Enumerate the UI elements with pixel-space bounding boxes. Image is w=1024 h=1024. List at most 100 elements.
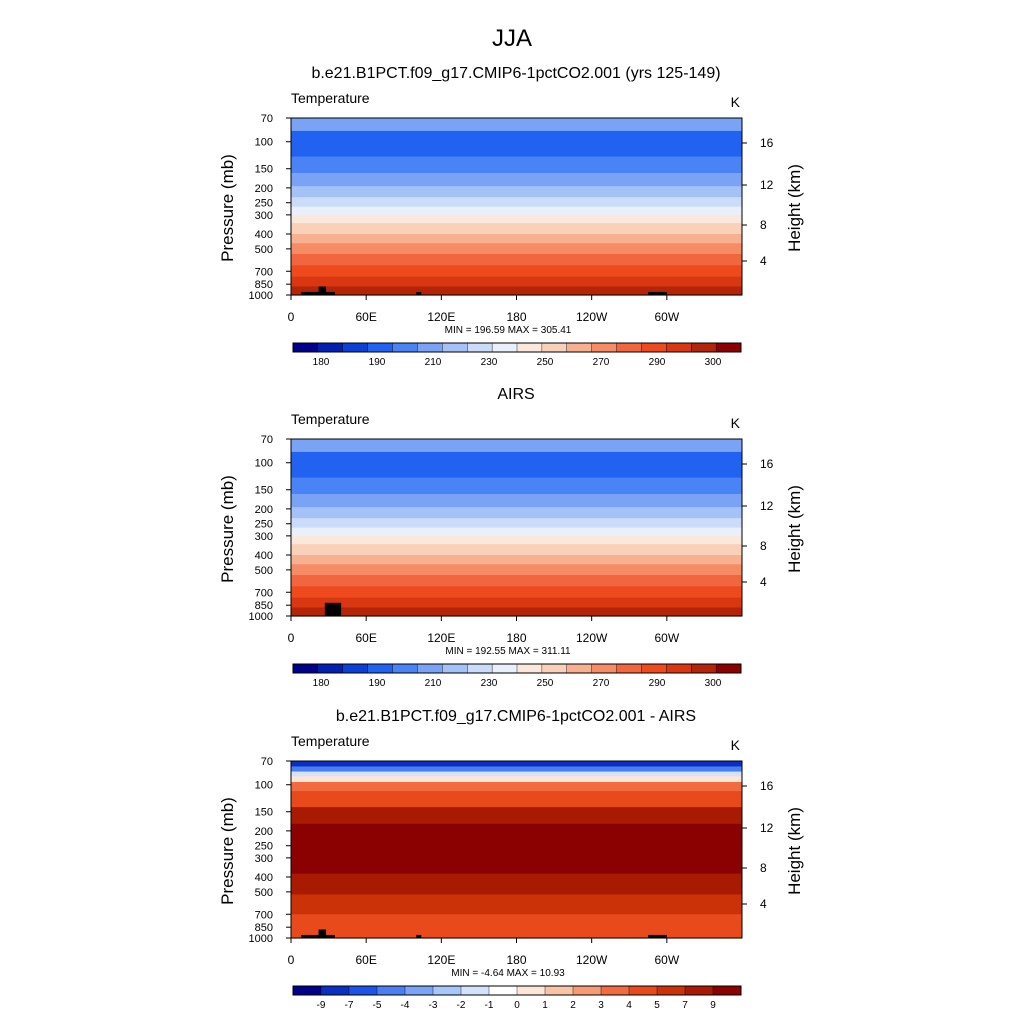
colorbar-label: 7 <box>682 1000 688 1011</box>
colorbar-swatch <box>591 342 618 353</box>
colorbar-swatch <box>616 663 642 674</box>
contour-band <box>291 823 742 875</box>
x-tick-label: 0 <box>288 310 295 324</box>
colorbar-swatch <box>467 663 493 674</box>
colorbar-label: -1 <box>485 1000 494 1011</box>
colorbar-swatch <box>600 985 630 996</box>
figure-title: JJA <box>492 25 532 52</box>
y-tick-label: 700 <box>255 909 273 921</box>
contour-band <box>291 130 742 158</box>
colorbar-label: 210 <box>425 678 442 689</box>
contour-band <box>291 439 742 453</box>
colorbar-swatch <box>376 985 406 996</box>
y-tick-label: 100 <box>255 780 273 792</box>
panel-left-label: Temperature <box>291 90 370 106</box>
colorbar-label: 2 <box>570 1000 576 1011</box>
contour-band <box>291 118 742 132</box>
panel-3: b.e21.B1PCT.f09_g17.CMIP6-1pctCO2.001 - … <box>218 708 804 1011</box>
y2-tick-label: 8 <box>760 539 767 553</box>
y-tick-label: 500 <box>255 565 273 577</box>
colorbar-swatch <box>392 342 418 353</box>
y2-axis-label: Height (km) <box>785 164 804 252</box>
colorbar-swatch <box>392 663 418 674</box>
contour-band <box>291 564 742 576</box>
contour-band <box>291 197 742 208</box>
contour-band <box>291 574 742 587</box>
y2-tick-label: 12 <box>760 821 774 835</box>
x-tick-label: 60W <box>654 631 679 645</box>
land-mask <box>301 934 335 938</box>
contour-band <box>291 276 742 288</box>
panel-stats: MIN = 196.59 MAX = 305.41 <box>445 325 572 336</box>
panel-title: AIRS <box>497 386 534 403</box>
x-tick-label: 60E <box>355 631 376 645</box>
contour-band <box>291 494 742 508</box>
y-tick-label: 1000 <box>249 933 273 945</box>
colorbar-swatch <box>488 985 518 996</box>
y-tick-label: 300 <box>255 210 273 222</box>
colorbar-swatch <box>367 663 394 674</box>
colorbar-label: 190 <box>369 678 386 689</box>
land-mask <box>301 291 335 295</box>
x-tick-label: 120W <box>576 631 608 645</box>
colorbar-label: -9 <box>317 1000 326 1011</box>
colorbar-frame <box>292 985 742 996</box>
contour-band <box>291 555 742 565</box>
y2-tick-label: 16 <box>760 779 774 793</box>
y-axis-label: Pressure (mb) <box>218 154 237 262</box>
land-mask <box>318 929 327 938</box>
colorbar-swatch <box>317 663 344 674</box>
colorbar-swatch <box>656 985 686 996</box>
x-tick-label: 60W <box>654 310 679 324</box>
colorbar-frame <box>292 342 742 353</box>
y2-tick-label: 8 <box>760 218 767 232</box>
contour-band <box>291 791 742 808</box>
colorbar-swatch <box>591 663 618 674</box>
colorbar-swatch <box>417 342 443 353</box>
colorbar-swatch <box>544 985 574 996</box>
colorbar-swatch <box>292 342 319 353</box>
contour-band <box>291 597 742 609</box>
y2-tick-label: 16 <box>760 457 774 471</box>
colorbar-swatch <box>404 985 434 996</box>
y-tick-label: 500 <box>255 244 273 256</box>
contour-band <box>291 286 742 296</box>
y-tick-label: 200 <box>255 504 273 516</box>
x-tick-label: 120E <box>427 310 455 324</box>
colorbar-swatch <box>467 342 493 353</box>
colorbar-label: 0 <box>514 1000 520 1011</box>
contour-band <box>291 535 742 545</box>
colorbar-swatch <box>432 985 462 996</box>
colorbar-swatch <box>491 342 518 353</box>
panel-title: b.e21.B1PCT.f09_g17.CMIP6-1pctCO2.001 (y… <box>311 65 720 82</box>
y2-axis-label: Height (km) <box>785 807 804 895</box>
colorbar-label: -3 <box>429 1000 438 1011</box>
panel-stats: MIN = -4.64 MAX = 10.93 <box>451 968 565 979</box>
colorbar-swatch <box>342 342 369 353</box>
x-tick-label: 180 <box>506 953 526 967</box>
panel-1: b.e21.B1PCT.f09_g17.CMIP6-1pctCO2.001 (y… <box>218 65 804 368</box>
colorbar-swatch <box>712 985 742 996</box>
contour-band <box>291 771 742 777</box>
colorbar-swatch <box>442 663 468 674</box>
contour-band <box>291 234 742 244</box>
colorbar-label: 4 <box>626 1000 632 1011</box>
y-tick-label: 400 <box>255 872 273 884</box>
contour-band <box>291 518 742 529</box>
contour-band <box>291 607 742 617</box>
contour-band <box>291 186 742 198</box>
contour-band <box>291 477 742 495</box>
colorbar-swatch <box>666 663 692 674</box>
colorbar-label: 230 <box>481 678 498 689</box>
x-tick-label: 120E <box>427 631 455 645</box>
colorbar-label: 270 <box>593 678 610 689</box>
colorbar-label: 180 <box>313 678 330 689</box>
colorbar-swatch <box>628 985 658 996</box>
land-mask <box>416 291 422 295</box>
contour-band <box>291 586 742 599</box>
colorbar-label: 1 <box>542 1000 548 1011</box>
y-axis-label: Pressure (mb) <box>218 475 237 583</box>
colorbar-swatch <box>367 342 394 353</box>
colorbar-label: 270 <box>593 357 610 368</box>
